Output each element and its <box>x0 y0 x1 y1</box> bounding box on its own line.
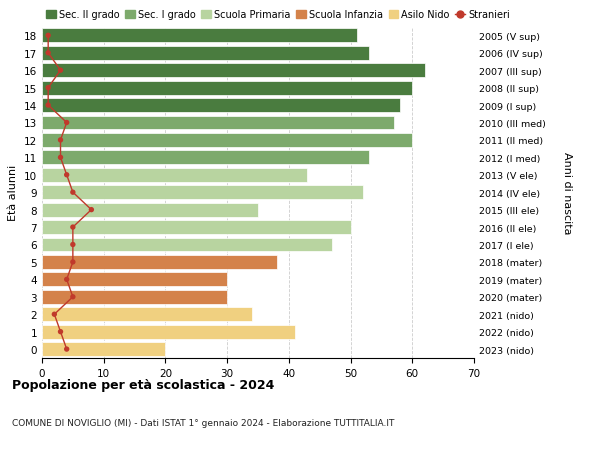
Bar <box>42 203 258 217</box>
Bar <box>42 325 295 339</box>
Point <box>56 67 65 75</box>
Point <box>43 102 53 110</box>
Point <box>86 207 96 214</box>
Bar <box>42 168 307 182</box>
Point <box>68 259 77 266</box>
Bar <box>42 64 425 78</box>
Y-axis label: Anni di nascita: Anni di nascita <box>562 151 572 234</box>
Point <box>68 224 77 231</box>
Bar <box>42 290 227 304</box>
Point <box>68 241 77 249</box>
Point <box>62 119 71 127</box>
Bar <box>42 99 400 113</box>
Y-axis label: Età alunni: Età alunni <box>8 165 19 221</box>
Point <box>56 154 65 162</box>
Bar <box>42 255 277 269</box>
Bar <box>42 29 357 43</box>
Point <box>62 172 71 179</box>
Bar <box>42 221 350 235</box>
Point <box>68 189 77 196</box>
Point <box>43 33 53 40</box>
Point <box>62 276 71 283</box>
Point <box>56 137 65 144</box>
Bar <box>42 273 227 287</box>
Bar <box>42 134 412 147</box>
Bar <box>42 116 394 130</box>
Bar <box>42 81 412 95</box>
Legend: Sec. II grado, Sec. I grado, Scuola Primaria, Scuola Infanzia, Asilo Nido, Stran: Sec. II grado, Sec. I grado, Scuola Prim… <box>42 6 514 24</box>
Bar <box>42 186 363 200</box>
Point <box>68 293 77 301</box>
Point <box>43 85 53 92</box>
Text: COMUNE DI NOVIGLIO (MI) - Dati ISTAT 1° gennaio 2024 - Elaborazione TUTTITALIA.I: COMUNE DI NOVIGLIO (MI) - Dati ISTAT 1° … <box>12 418 394 427</box>
Bar <box>42 151 369 165</box>
Point <box>62 346 71 353</box>
Point <box>50 311 59 318</box>
Bar <box>42 238 332 252</box>
Bar <box>42 308 252 321</box>
Point <box>56 328 65 336</box>
Bar <box>42 342 166 356</box>
Text: Popolazione per età scolastica - 2024: Popolazione per età scolastica - 2024 <box>12 379 274 392</box>
Bar <box>42 47 369 61</box>
Point <box>43 50 53 57</box>
